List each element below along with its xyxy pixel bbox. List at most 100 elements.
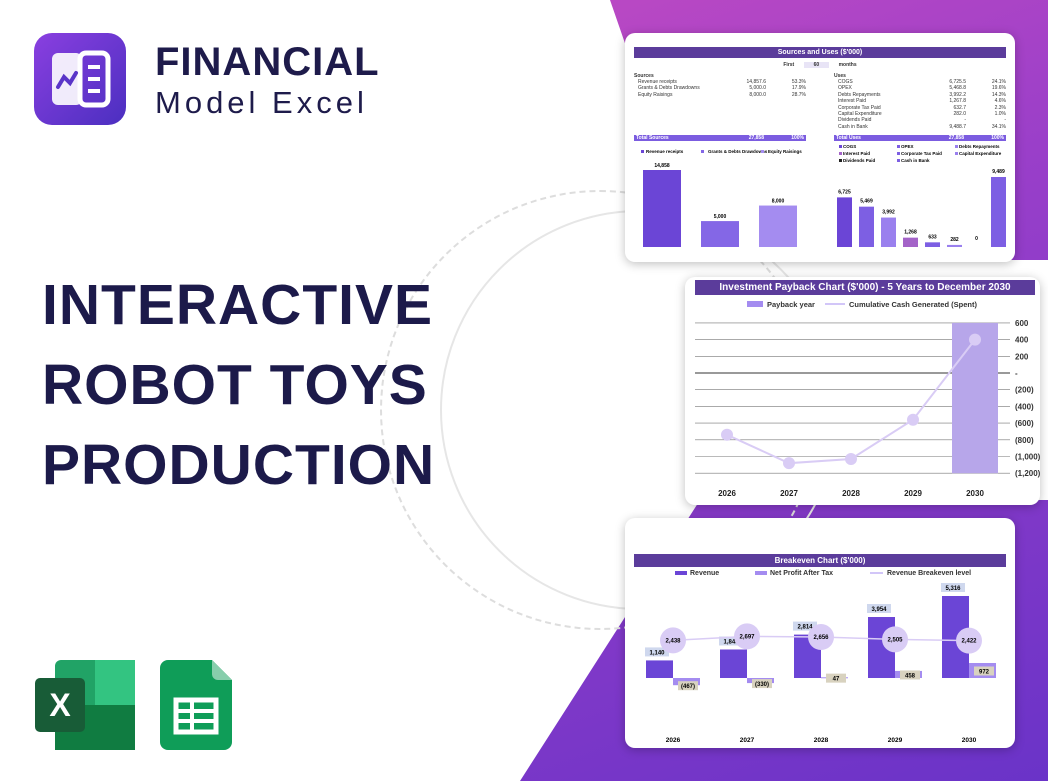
sources-uses-charts: Revenue receipts Grants & Debts Drawdowns…	[641, 144, 1006, 247]
legend-swatch	[897, 145, 900, 148]
legend-swatch	[755, 571, 767, 575]
data-label: 9,489	[992, 169, 1005, 175]
legend-swatch	[897, 152, 900, 155]
table-column: Uses COGS 6,725.5 24.1% OPEX 5,468.8 19.6% Debt…	[834, 73, 1006, 141]
table-row: Grants & Debts Drawdowns 5,000.0 17.9%	[638, 85, 806, 92]
sources-uses-table: Sources Revenue receipts 14,857.6 53.3% Gran…	[634, 73, 1006, 141]
y-tick-label: (1,200)	[1015, 469, 1040, 478]
table-row: OPEX 5,468.8 19.6%	[838, 85, 1006, 92]
bar	[903, 237, 918, 247]
x-tick-label: 2027	[740, 737, 755, 744]
label-bg	[645, 647, 669, 657]
data-label: 14,858	[654, 163, 670, 169]
label-bg	[941, 583, 965, 592]
y-tick-label: -	[1015, 369, 1018, 378]
period-input[interactable]: 60	[803, 62, 830, 68]
data-label: 8,000	[772, 199, 785, 205]
headline-line: ROBOT TOYS	[42, 353, 428, 417]
label-bg	[678, 681, 698, 691]
data-point	[721, 428, 733, 441]
table-column: Sources Revenue receipts 14,857.6 53.3% Gran…	[634, 73, 806, 141]
y-tick-label: (800)	[1015, 436, 1034, 445]
brand-name: FINANCIAL	[155, 40, 380, 84]
y-tick-label: 600	[1015, 319, 1029, 328]
y-tick-label: (600)	[1015, 419, 1034, 428]
legend-label: OPEX	[901, 144, 914, 149]
bar	[837, 197, 852, 247]
data-label: 5,316	[945, 586, 961, 592]
table-row: Dividends Paid - -	[838, 117, 1006, 124]
card-title: Investment Payback Chart ($'000) - 5 Yea…	[695, 280, 1035, 295]
cumulative-cash-line	[726, 338, 976, 465]
payback-year-bar	[952, 322, 998, 474]
breakeven-point	[660, 627, 686, 654]
legend-label: Payback year	[767, 300, 815, 309]
legend-label: Dividends Paid	[843, 158, 876, 163]
y-tick-label: 400	[1015, 336, 1029, 345]
brand-subname: Model Excel	[155, 85, 368, 120]
legend-swatch	[955, 145, 958, 148]
x-tick-label: 2028	[842, 489, 860, 498]
data-label: 47	[833, 677, 840, 683]
period-row: First 60 months	[783, 62, 857, 68]
data-label: 6,725	[838, 189, 851, 195]
legend-label: Revenue	[690, 570, 719, 577]
data-label: 1,268	[904, 230, 917, 236]
google-sheets-icon	[160, 660, 232, 750]
data-label: 458	[905, 673, 916, 679]
data-label: 2,656	[813, 635, 829, 641]
breakeven-point	[808, 624, 834, 651]
label-bg	[719, 636, 743, 646]
data-label: 2,422	[961, 639, 977, 645]
legend-label: Corporate Tax Paid	[901, 151, 942, 156]
label-bg	[793, 621, 817, 631]
data-label: 2,505	[887, 637, 903, 643]
legend-swatch	[955, 152, 958, 155]
table-row: Capital Expenditure 282.0 1.0%	[838, 111, 1006, 118]
data-label: 3,954	[871, 607, 887, 613]
table-row: Corporate Tax Paid 632.7 2.3%	[838, 104, 1006, 111]
label-bg	[900, 670, 920, 680]
bar	[881, 217, 896, 247]
table-row: Equity Raisings 8,000.0 28.7%	[638, 91, 806, 98]
bar	[643, 170, 681, 247]
headline-line: PRODUCTION	[42, 433, 436, 497]
x-tick-label: 2029	[888, 737, 903, 744]
payback-card: Investment Payback Chart ($'000) - 5 Yea…	[685, 277, 1040, 505]
data-point	[969, 333, 981, 346]
x-tick-label: 2026	[666, 737, 681, 744]
y-tick-label: 200	[1015, 352, 1029, 361]
data-label: (467)	[681, 684, 695, 690]
legend-label: Debts Repayments	[959, 144, 1000, 149]
excel-icon: X	[35, 660, 135, 750]
label-bg	[974, 666, 994, 676]
x-tick-label: 2029	[904, 489, 922, 498]
card-title: Breakeven Chart ($'000)	[634, 554, 1006, 567]
bar	[947, 244, 962, 247]
legend-swatch	[839, 145, 842, 148]
table-total-row: Total Uses 27,858 100%	[834, 135, 1006, 141]
bar	[701, 221, 739, 247]
legend-swatch	[701, 150, 704, 153]
table-row: COGS 6,725.5 24.1%	[838, 79, 1006, 85]
table-row: Cash in Bank 9,488.7 34.1%	[838, 123, 1006, 130]
x-tick-label: 2027	[780, 489, 798, 498]
card-title: Sources and Uses ($'000)	[634, 47, 1006, 58]
legend-label: Revenue receipts	[646, 149, 684, 154]
data-label: 2,438	[665, 638, 681, 644]
bar	[759, 205, 797, 247]
legend-label: Net Profit After Tax	[770, 570, 833, 577]
legend-swatch	[839, 159, 842, 162]
data-label: 2,814	[797, 625, 813, 631]
data-label: 3,992	[882, 210, 895, 216]
legend-swatch	[761, 150, 764, 153]
logo	[34, 33, 126, 125]
breakeven-chart: Revenue Net Profit After Tax Revenue Break…	[645, 570, 996, 744]
table-row: Debts Repayments 3,992.2 14.3%	[838, 91, 1006, 98]
table-total-row: Total Sources 27,858 100%	[634, 135, 806, 141]
sources-uses-card: Sources and Uses ($'000) First 60 months…	[625, 33, 1015, 262]
legend-label: Revenue Breakeven level	[887, 570, 971, 577]
breakeven-point	[734, 623, 760, 650]
breakeven-point	[882, 626, 908, 653]
data-label: 633	[928, 234, 937, 240]
